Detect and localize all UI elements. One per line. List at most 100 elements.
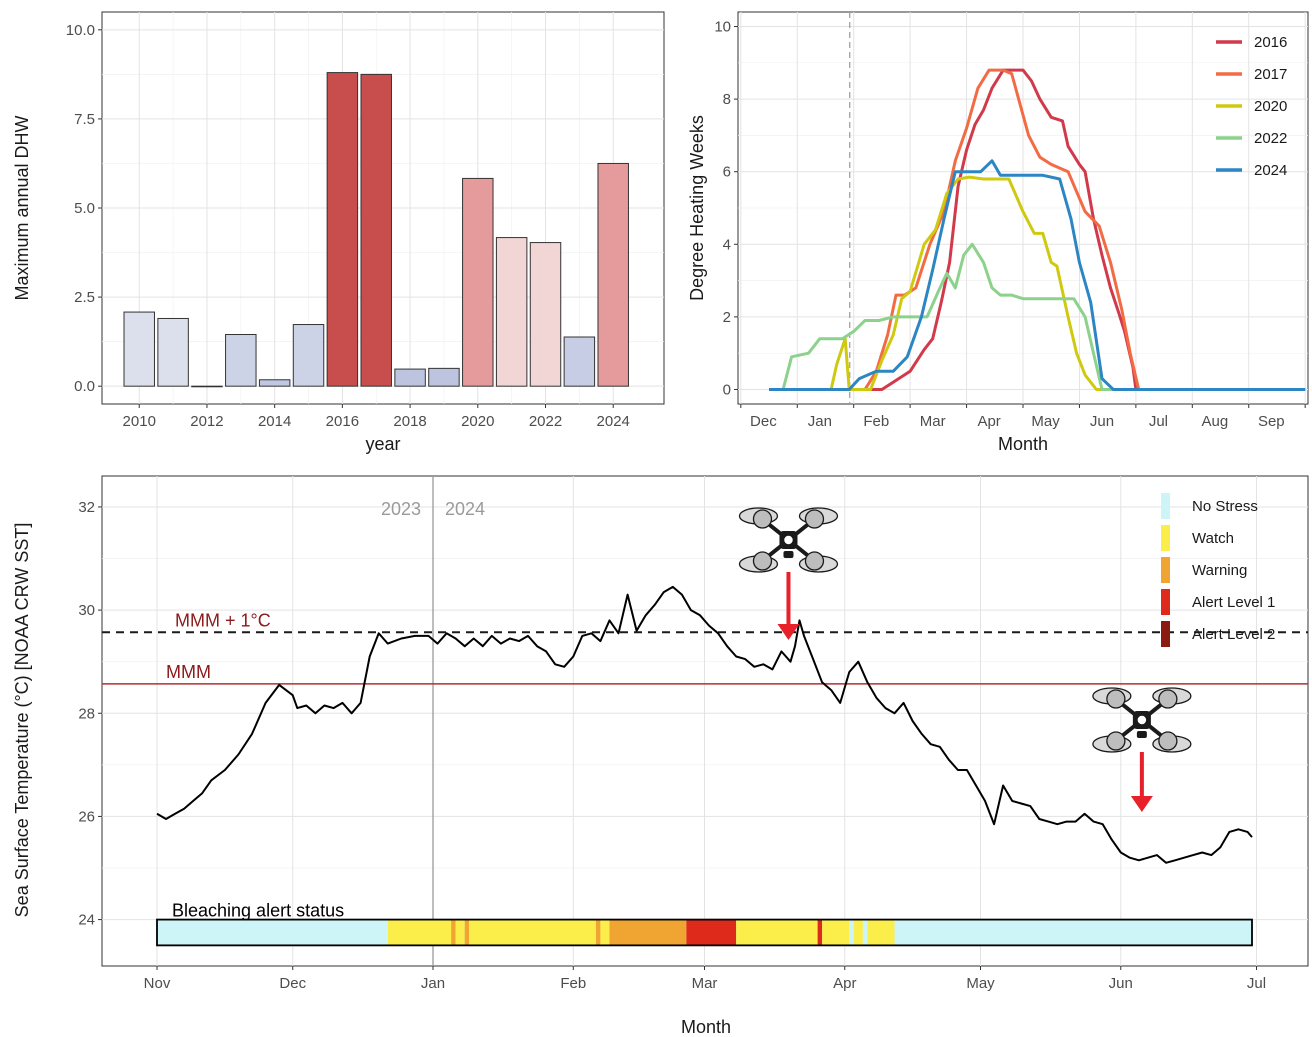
alert-segment	[451, 919, 456, 946]
legend-label: 2024	[1254, 162, 1287, 179]
x-tick-label: Jul	[1247, 975, 1266, 992]
series-line-2022	[769, 242, 1306, 391]
drone-icon	[738, 507, 839, 573]
arrow-icon	[777, 572, 800, 640]
x-tick-label: 2012	[190, 413, 223, 430]
x-tick-label: 2018	[393, 413, 426, 430]
panel-a-x-ticks: 2010 2012 2014 2016 2018 2020 2022 2024	[123, 404, 630, 430]
y-tick-label: 28	[78, 705, 95, 722]
mmm-plus-1-label: MMM + 1°C	[175, 610, 271, 630]
series-line-2017	[769, 68, 1306, 391]
bar	[292, 324, 325, 387]
annual-dhw-bar-chart: 0.0 2.5 5.0 7.5 10.0 2010 2012 2014 2016 2018 202…	[12, 11, 665, 454]
alert-segment	[609, 919, 687, 946]
bar	[258, 379, 291, 387]
panel-c-x-axis-title: Month	[681, 1017, 731, 1037]
x-tick-label: 2024	[597, 413, 630, 430]
bar	[428, 367, 460, 387]
x-tick-label: Jan	[808, 413, 832, 430]
y-tick-label: 32	[78, 499, 95, 516]
x-tick-label: May	[1031, 413, 1060, 430]
x-tick-label: 2010	[123, 413, 156, 430]
x-tick-label: Jun	[1090, 413, 1114, 430]
y-tick-label: 4	[723, 236, 731, 253]
y-tick-label: 26	[78, 808, 95, 825]
y-tick-label: 24	[78, 912, 95, 929]
panel-c-x-ticks: Nov Dec Jan Feb Mar Apr May Jun Jul	[144, 966, 1266, 992]
x-tick-label: 2020	[461, 413, 494, 430]
panel-b-x-ticks: Dec Jan Feb Mar Apr May Jun Jul Aug Sep	[740, 404, 1306, 430]
x-tick-label: Jul	[1149, 413, 1168, 430]
panel-a-y-axis-title: Maximum annual DHW	[12, 115, 32, 300]
bar	[326, 72, 359, 387]
legend-label: 2017	[1254, 66, 1287, 83]
drone-icon	[1092, 687, 1192, 753]
x-tick-label: 2016	[326, 413, 359, 430]
x-tick-label: Mar	[692, 975, 718, 992]
legend-swatch	[1161, 525, 1170, 551]
x-tick-label: Jun	[1109, 975, 1133, 992]
bar	[529, 242, 562, 387]
y-tick-label: 0.0	[74, 378, 95, 395]
y-tick-label: 0	[723, 381, 731, 398]
bar	[563, 336, 596, 387]
alert-segment	[469, 919, 596, 946]
bar	[394, 368, 426, 387]
x-tick-label: Dec	[279, 975, 306, 992]
x-tick-label: 2022	[529, 413, 562, 430]
panel-c-y-ticks: 24 26 28 30 32	[78, 499, 102, 929]
alert-segment	[849, 919, 854, 946]
legend-swatch	[1161, 493, 1170, 519]
alert-segment	[464, 919, 470, 946]
bar	[157, 317, 189, 387]
arrow-icon	[1130, 752, 1153, 812]
x-tick-label: May	[966, 975, 995, 992]
alert-segment	[862, 919, 868, 946]
dhw-seasonal-line-chart: 0 2 4 6 8 10 Dec Jan Feb Mar Apr May Jun Jul Aug Sep 2…	[687, 11, 1309, 454]
legend-swatch	[1161, 557, 1170, 583]
y-tick-label: 2	[723, 309, 731, 326]
year-label-left: 2023	[381, 499, 421, 519]
panel-a-x-axis-title: year	[365, 434, 400, 454]
bar	[597, 162, 629, 387]
panel-c-grid	[102, 476, 1308, 966]
panel-a-bars	[123, 72, 629, 388]
panel-b-series	[769, 68, 1306, 391]
alert-segment	[822, 919, 850, 946]
year-label-right: 2024	[445, 499, 485, 519]
y-tick-label: 2.5	[74, 289, 95, 306]
y-tick-label: 7.5	[74, 111, 95, 128]
x-tick-label: Mar	[920, 413, 946, 430]
panel-c-legend: No Stress Watch Warning Alert Level 1 Alert …	[1161, 493, 1275, 647]
mmm-label: MMM	[166, 662, 211, 682]
alert-segment	[894, 919, 1252, 946]
x-tick-label: Sep	[1258, 413, 1285, 430]
legend-label: Watch	[1192, 530, 1234, 547]
alert-bar-outline	[156, 918, 1253, 947]
y-tick-label: 10	[714, 19, 731, 36]
bar	[225, 334, 257, 387]
y-tick-label: 30	[78, 602, 95, 619]
bar	[495, 237, 528, 387]
legend-label: Alert Level 2	[1192, 626, 1275, 643]
series-line-2020	[769, 175, 1306, 391]
x-tick-label: Aug	[1202, 413, 1229, 430]
panel-b-legend: 2016 2017 2020 2022 2024	[1216, 34, 1287, 179]
series-line-2016	[769, 68, 1306, 391]
y-tick-label: 10.0	[66, 22, 95, 39]
drone-markers	[738, 507, 1192, 812]
bar	[123, 311, 155, 387]
bar	[360, 73, 392, 387]
x-tick-label: Apr	[833, 975, 856, 992]
y-tick-label: 8	[723, 91, 731, 108]
legend-label: 2016	[1254, 34, 1287, 51]
x-tick-label: Jan	[421, 975, 445, 992]
series-line-2024	[769, 159, 1306, 391]
legend-swatch	[1161, 589, 1170, 615]
x-tick-label: Nov	[144, 975, 171, 992]
legend-label: 2020	[1254, 98, 1287, 115]
alert-segment	[157, 919, 388, 946]
legend-label: No Stress	[1192, 498, 1258, 515]
legend-label: Alert Level 1	[1192, 594, 1275, 611]
